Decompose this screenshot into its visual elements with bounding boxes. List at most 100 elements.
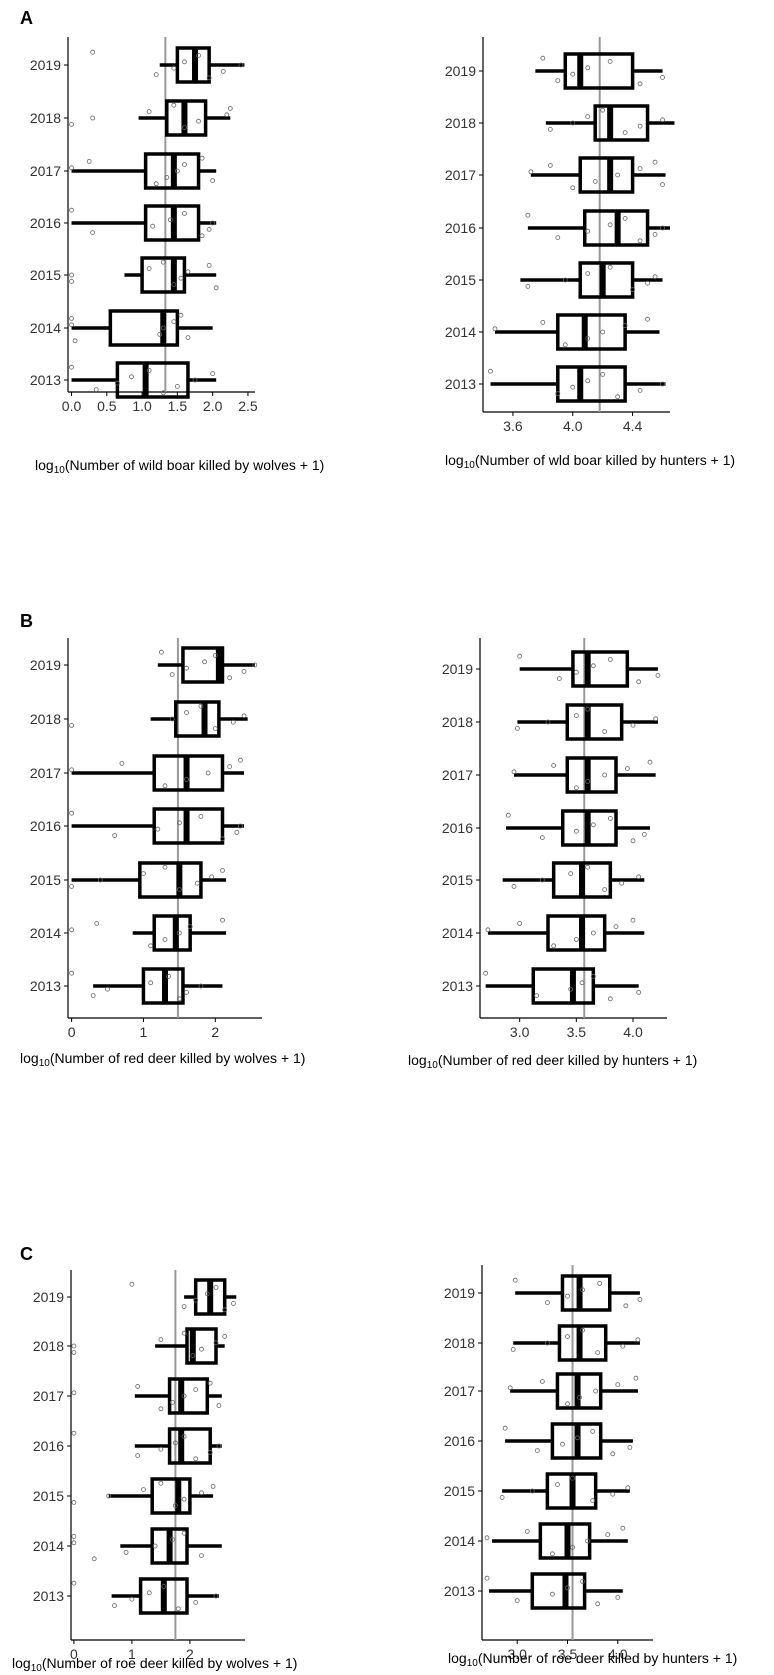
x-tick-label: 2.5 [238, 398, 258, 414]
data-point [146, 367, 152, 373]
data-point [216, 1403, 222, 1408]
data-point [492, 326, 498, 332]
data-point [206, 226, 212, 232]
y-tick-label: 2015 [442, 872, 473, 888]
iqr-box [556, 365, 627, 403]
y-tick-label: 2017 [30, 765, 61, 781]
y-tick-label: 2016 [30, 215, 61, 231]
y-tick-label: 2013 [30, 978, 61, 994]
box-2017 [69, 152, 217, 190]
y-tick-label: 2013 [445, 376, 476, 392]
data-point [114, 380, 120, 386]
data-point [123, 1550, 129, 1555]
data-point [227, 764, 233, 769]
data-point [227, 106, 233, 111]
data-point [105, 986, 110, 992]
box-2013 [69, 967, 223, 1005]
data-point [162, 937, 168, 942]
panel-letter-a: A [20, 8, 33, 28]
data-point [71, 1540, 77, 1546]
data-point [210, 1484, 216, 1489]
data-point [622, 130, 628, 136]
y-tick-label: 2018 [33, 1338, 64, 1354]
data-point [637, 166, 643, 172]
data-point [511, 769, 517, 775]
data-point [625, 1485, 631, 1491]
y-tick-label: 2017 [444, 1383, 475, 1399]
data-point [212, 726, 218, 731]
box-2019 [517, 650, 661, 688]
data-point [545, 719, 551, 725]
x-tick-label: 0.5 [97, 398, 117, 414]
data-point [71, 1430, 77, 1436]
data-point [637, 1297, 643, 1302]
data-point [69, 122, 74, 127]
data-point [158, 1406, 164, 1412]
data-point [592, 178, 598, 184]
iqr-box [560, 1274, 612, 1312]
data-point [213, 1340, 219, 1346]
data-point [172, 1503, 178, 1508]
data-point [166, 974, 171, 979]
y-tick-label: 2018 [445, 115, 476, 131]
data-point [585, 228, 591, 234]
data-point [69, 315, 74, 321]
data-point [224, 112, 230, 118]
x-tick-label: 1.0 [132, 398, 152, 414]
data-point [169, 716, 175, 722]
data-point [174, 168, 180, 174]
y-tick-label: 2018 [30, 711, 61, 727]
y-tick-label: 2015 [444, 1483, 475, 1499]
y-tick-label: 2014 [30, 320, 61, 336]
data-point [212, 653, 218, 658]
data-point [158, 1446, 164, 1452]
y-tick-label: 2016 [445, 220, 476, 236]
data-point [600, 107, 606, 113]
box-2019 [512, 1274, 643, 1312]
x-tick-label: 3.5 [567, 1024, 587, 1040]
data-point [645, 280, 650, 286]
data-point [499, 1495, 505, 1500]
y-tick-label: 2019 [30, 57, 61, 73]
data-point [660, 225, 665, 231]
data-point [153, 72, 159, 77]
data-point [622, 323, 628, 329]
data-point [560, 1441, 565, 1447]
data-point [575, 1435, 580, 1441]
data-point [213, 1285, 219, 1290]
y-tick-label: 2016 [444, 1433, 475, 1449]
x-tick-label: 2.0 [203, 398, 223, 414]
data-point [505, 812, 511, 818]
data-point [565, 1585, 570, 1591]
box-2019 [129, 1278, 237, 1316]
box-2013 [69, 361, 217, 399]
data-point [568, 871, 574, 876]
box-2019 [90, 46, 245, 84]
x-tick-label: 4.0 [563, 418, 583, 434]
data-point [570, 120, 576, 126]
data-point [210, 371, 216, 377]
iqr-box [546, 914, 607, 952]
data-point [148, 943, 154, 949]
data-point [184, 990, 189, 995]
box-2016 [71, 1427, 222, 1465]
data-point [622, 215, 628, 221]
data-point [607, 222, 613, 228]
data-point [182, 162, 187, 168]
box-2013 [71, 1577, 219, 1615]
data-point [141, 1487, 146, 1492]
data-point [238, 823, 243, 829]
box-2018 [510, 1324, 641, 1362]
iqr-box [150, 1477, 192, 1515]
data-point [238, 62, 244, 68]
data-point [607, 59, 613, 64]
box-2018 [545, 104, 675, 142]
data-point [119, 761, 125, 766]
data-point [194, 880, 200, 886]
data-point [171, 102, 177, 108]
data-point [620, 1343, 626, 1349]
boxplot-a-wolves: 2013 2014 2015 2016 2017 2018 2019 0.0 0.5 1.0 1.5… [30, 37, 324, 476]
iqr-box [174, 700, 221, 738]
data-point [514, 1598, 520, 1603]
